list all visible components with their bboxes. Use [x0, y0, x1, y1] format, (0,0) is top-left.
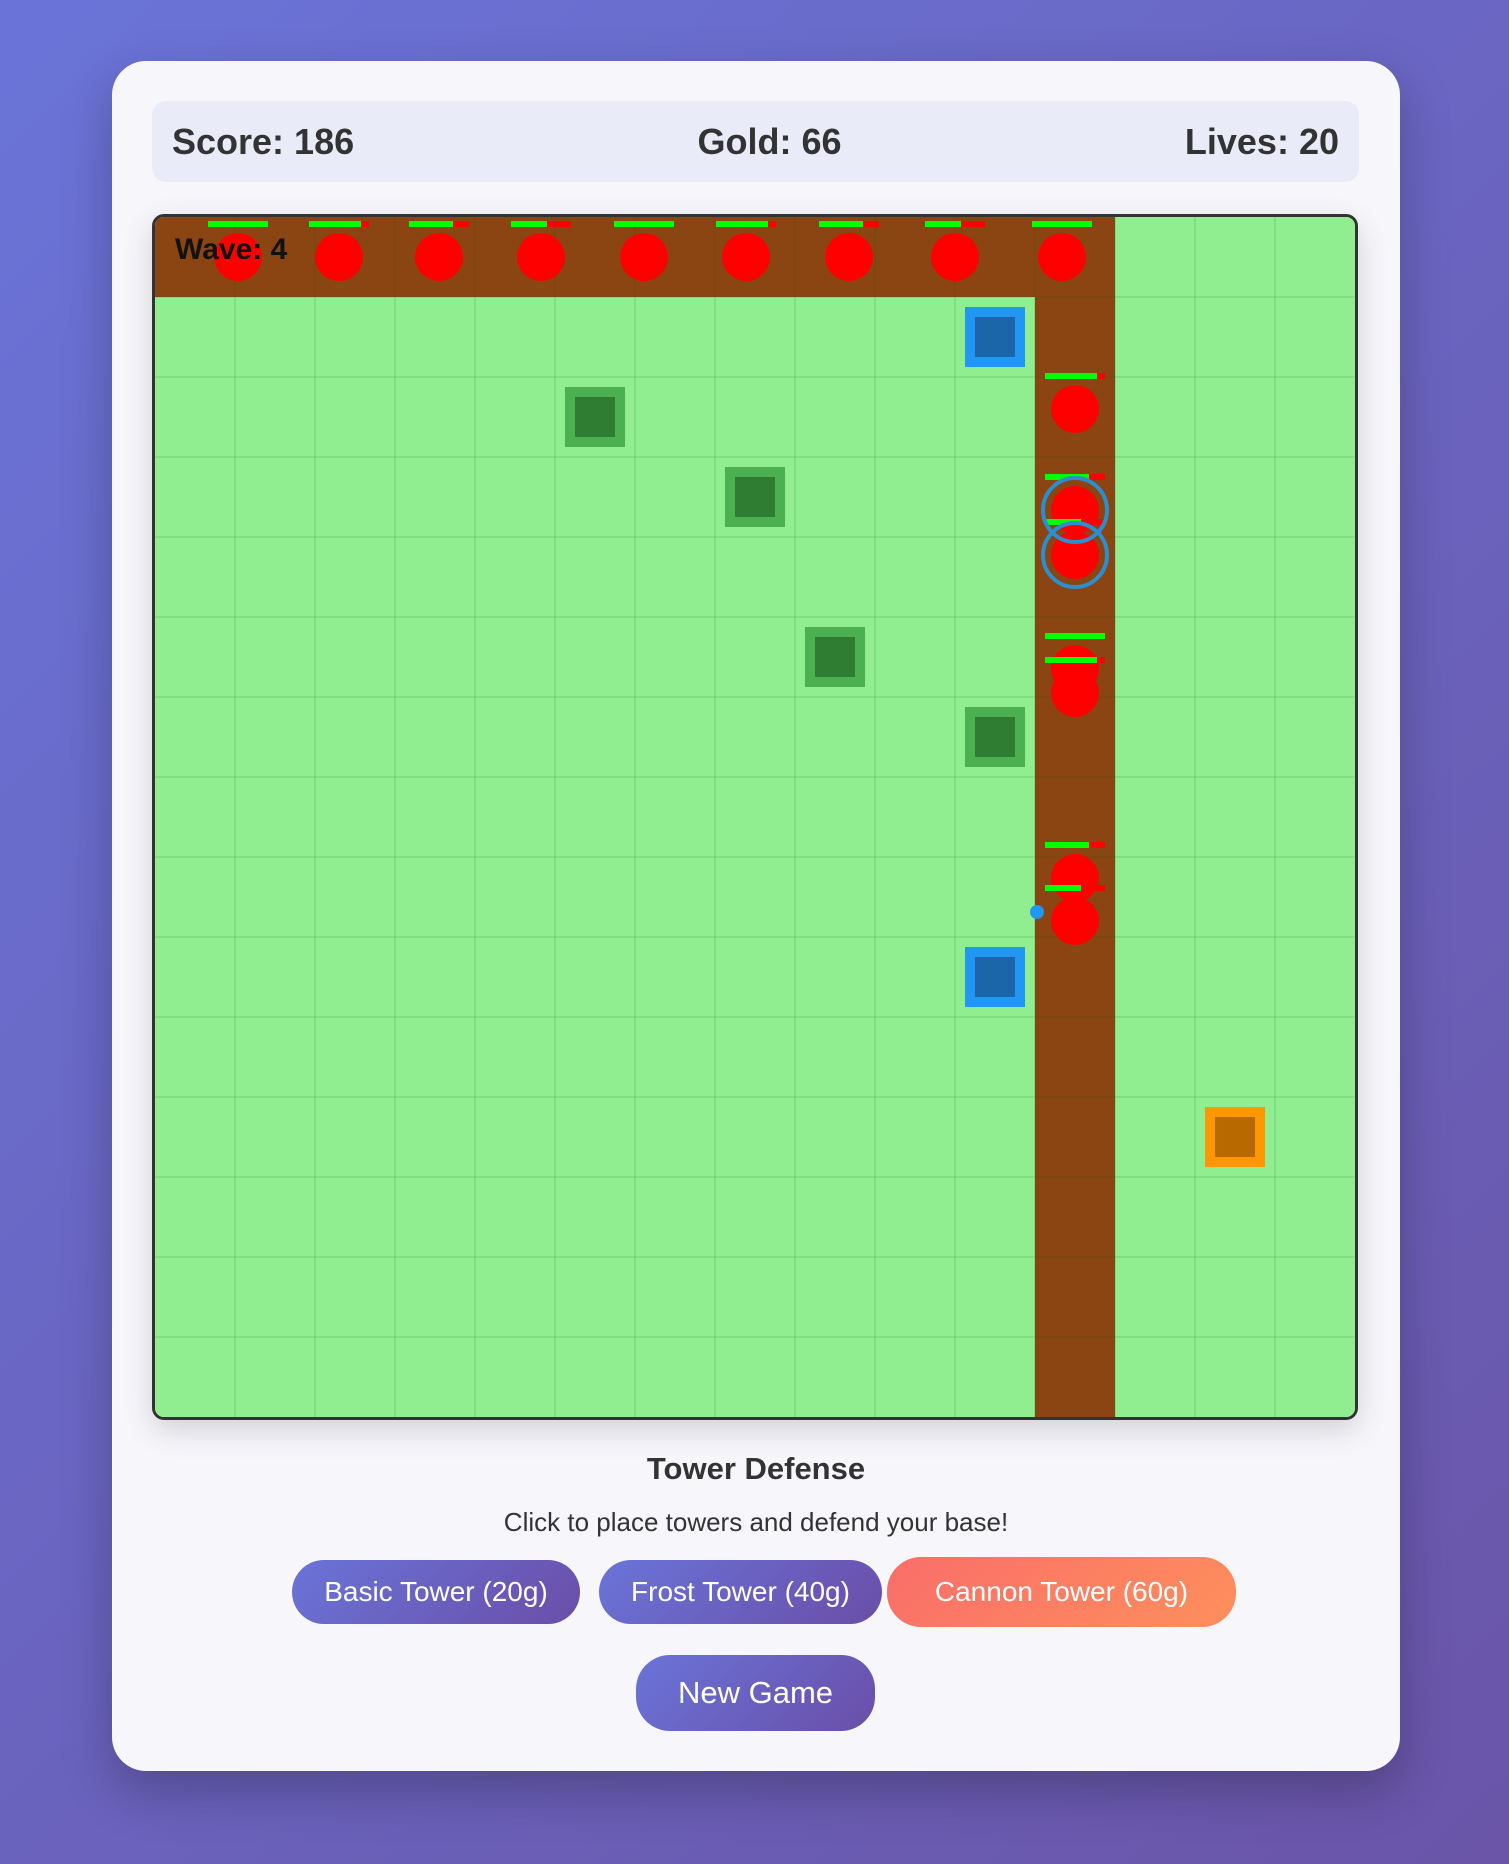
game-board[interactable]: Wave: 4 — [152, 214, 1358, 1420]
enemy — [1051, 897, 1099, 945]
tower-core — [815, 637, 855, 677]
health — [208, 221, 268, 227]
enemy — [315, 233, 363, 281]
enemy — [214, 233, 262, 281]
game-title: Tower Defense — [646, 1451, 866, 1486]
cannon-tower-button[interactable]: Cannon Tower (60g) — [887, 1557, 1236, 1627]
enemy — [931, 233, 979, 281]
stats-bar: Score: 186 Gold: 66 Lives: 20 — [152, 101, 1359, 182]
enemy — [1038, 233, 1086, 281]
health — [925, 221, 961, 227]
frost-ring — [1041, 476, 1109, 544]
health — [409, 221, 453, 227]
projectile — [1030, 905, 1044, 919]
game-card: Score: 186 Gold: 66 Lives: 20 Wave: 4 To… — [112, 61, 1400, 1771]
enemy — [825, 233, 873, 281]
health — [614, 221, 674, 227]
instructions: Click to place towers and defend your ba… — [503, 1507, 1009, 1537]
new-game-button[interactable]: New Game — [636, 1655, 875, 1731]
basic-tower-button[interactable]: Basic Tower (20g) — [292, 1560, 580, 1624]
health — [1045, 657, 1097, 663]
frost-tower-button[interactable]: Frost Tower (40g) — [599, 1560, 882, 1624]
score: Score: 186 — [172, 120, 355, 162]
tower-core — [975, 957, 1015, 997]
frost-ring — [1041, 521, 1109, 589]
wave-label: Wave: 4 — [175, 233, 288, 266]
health — [511, 221, 547, 227]
board-canvas[interactable]: Wave: 4 — [155, 217, 1355, 1417]
tower-core — [1215, 1117, 1255, 1157]
health — [1045, 519, 1081, 525]
health — [716, 221, 768, 227]
health — [1045, 885, 1081, 891]
tower-core — [735, 477, 775, 517]
grass — [155, 217, 1355, 1417]
health — [819, 221, 863, 227]
health — [1045, 842, 1089, 848]
enemy — [722, 233, 770, 281]
gold: Gold: 66 — [697, 120, 842, 162]
health — [1045, 633, 1105, 639]
tower-core — [975, 317, 1015, 357]
enemy — [517, 233, 565, 281]
lives: Lives: 20 — [1184, 120, 1339, 162]
enemy — [620, 233, 668, 281]
enemy — [1051, 385, 1099, 433]
tower-core — [975, 717, 1015, 757]
health — [1032, 221, 1092, 227]
enemy — [1051, 854, 1099, 902]
tower-core — [575, 397, 615, 437]
enemy — [415, 233, 463, 281]
health — [1045, 373, 1097, 379]
health — [309, 221, 361, 227]
enemy — [1051, 669, 1099, 717]
enemy — [1051, 531, 1099, 579]
